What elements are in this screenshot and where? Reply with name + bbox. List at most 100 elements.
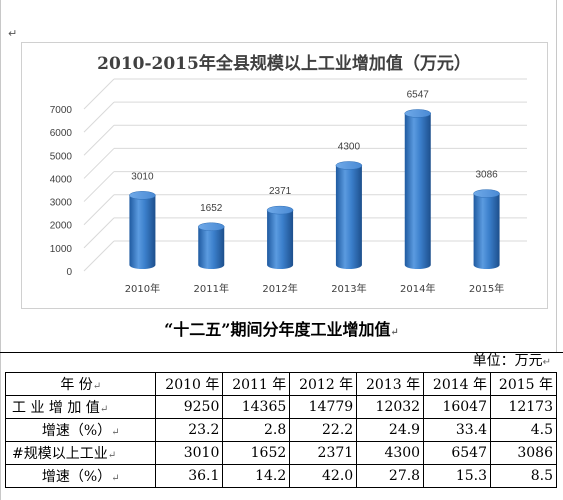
table-cell: 12032	[356, 395, 425, 419]
y-tick-label: 2000	[50, 221, 73, 232]
y-tick-label: 0	[66, 267, 72, 278]
table-cell: 23.2	[155, 418, 224, 442]
table-cell: 14.2	[222, 464, 291, 488]
chart-title: 2010-2015年全县规模以上工业增加值（万元）	[97, 53, 471, 74]
table-cell: 2371	[289, 441, 358, 465]
data-table: 年 份↵ 2010 年 2011 年 2012 年 2013 年 2014 年 …	[4, 372, 557, 488]
table-cell: 22.2	[289, 418, 358, 442]
row-label: 增速（%）↵	[4, 418, 157, 442]
row-label-text: #规模以上工业	[12, 446, 108, 462]
gridline	[83, 148, 115, 179]
paragraph-mark: ↵	[8, 27, 18, 40]
table-cell: 6547	[423, 441, 491, 465]
header-cell: 2011 年	[222, 372, 291, 396]
y-tick-label: 5000	[50, 151, 73, 162]
paragraph-mark: ↵	[111, 427, 120, 438]
gridline	[83, 124, 115, 156]
table-cell: 4300	[356, 441, 425, 465]
table-row: 增速（%）↵ 23.2 2.8 22.2 24.9 33.4 4.5	[4, 418, 557, 442]
header-cell: 年 份↵	[4, 372, 157, 396]
table-cell: 1652	[222, 441, 291, 465]
paragraph-mark: ↵	[99, 404, 109, 415]
y-tick-label: 4000	[50, 174, 73, 185]
table-row: 工 业 增 加 值↵ 9250 14365 14779 12032 16047 12173	[4, 395, 557, 419]
paragraph-mark: ↵	[542, 357, 551, 368]
table-cell: 24.9	[356, 418, 425, 442]
paragraph-mark: ↵	[111, 473, 120, 484]
data-label: 2371	[269, 186, 292, 197]
header-cell: 2010 年	[155, 372, 224, 396]
bar	[335, 165, 362, 269]
paragraph-mark: ↵	[92, 381, 102, 392]
bar-cap	[335, 161, 363, 170]
header-cell: 2014 年	[423, 372, 491, 396]
table-row: 增速（%）↵ 36.1 14.2 42.0 27.8 15.3 8.5	[4, 464, 557, 488]
bar-chart: 2010-2015年全县规模以上工业增加值（万元） 0 1000 2000 3000 40…	[50, 53, 527, 295]
table-top-rule	[0, 352, 563, 353]
data-label: 6547	[407, 89, 430, 100]
table-cell: 2.8	[222, 418, 291, 442]
table-cell: 15.3	[423, 464, 491, 488]
table-cell: 12173	[490, 395, 557, 419]
x-tick-label: 2013年	[331, 282, 366, 295]
gridline	[83, 217, 115, 249]
table-cell: 9250	[155, 395, 224, 419]
x-tick-label: 2010年	[125, 282, 160, 295]
row-label-text: 工 业 增 加 值	[12, 400, 100, 416]
row-label: #规模以上工业↵	[4, 441, 157, 465]
table-cell: 42.0	[289, 464, 358, 488]
row-label-text: 增速（%）	[41, 423, 112, 439]
table-cell: 36.1	[155, 464, 224, 488]
bar	[198, 226, 225, 269]
bar	[267, 210, 294, 269]
gridline	[83, 78, 115, 110]
y-tick-label: 3000	[50, 198, 73, 209]
x-tick-label: 2014年	[400, 282, 435, 295]
bar	[404, 113, 431, 270]
data-label: 3010	[131, 171, 154, 182]
bar-cap	[473, 189, 500, 198]
bar	[129, 195, 156, 269]
x-tick-label: 2012年	[262, 282, 297, 295]
y-tick-label: 6000	[50, 128, 73, 139]
table-cell: 8.5	[490, 464, 557, 488]
table-cell: 3010	[155, 441, 224, 465]
table-row: #规模以上工业↵ 3010 1652 2371 4300 6547 3086	[4, 441, 557, 465]
table-cell: 14365	[222, 395, 291, 419]
table-cell: 33.4	[423, 418, 491, 442]
x-tick-label: 2015年	[469, 282, 504, 295]
x-tick-label: 2011年	[194, 282, 229, 295]
bar-cap	[129, 191, 156, 200]
unit-label: 单位：万元↵	[473, 352, 551, 372]
gridline	[83, 171, 115, 202]
table-title: “十二五”期间分年度工业增加值↵	[0, 320, 563, 343]
header-cell: 2013 年	[356, 372, 425, 396]
table-header-row: 年 份↵ 2010 年 2011 年 2012 年 2013 年 2014 年 …	[4, 372, 557, 396]
header-cell-text: 年 份	[60, 377, 93, 393]
paragraph-mark: ↵	[390, 327, 399, 338]
y-tick-label: 7000	[50, 105, 73, 116]
bar-cap	[266, 205, 294, 215]
header-cell: 2015 年	[490, 372, 557, 396]
header-cell: 2012 年	[289, 372, 358, 396]
table-cell: 14779	[289, 395, 358, 419]
bar-cap	[198, 222, 225, 232]
row-label: 工 业 增 加 值↵	[4, 395, 157, 419]
table-title-text: “十二五”期间分年度工业增加值	[164, 320, 391, 339]
page-left-edge	[0, 0, 1, 500]
table-cell: 16047	[423, 395, 491, 419]
row-label: 增速（%）↵	[4, 464, 157, 488]
bar-cap	[404, 109, 431, 118]
bar	[473, 193, 500, 269]
page-right-edge	[556, 0, 557, 352]
table-cell: 3086	[490, 441, 557, 465]
data-label: 4300	[338, 141, 361, 152]
unit-label-text: 单位：万元	[472, 353, 543, 369]
table-cell: 27.8	[356, 464, 425, 488]
paragraph-mark: ↵	[107, 450, 117, 461]
row-label-text: 增速（%）	[41, 469, 112, 485]
chart-frame[interactable]: 2010-2015年全县规模以上工业增加值（万元） 0 1000 2000 3000 40…	[21, 42, 548, 309]
y-tick-label: 1000	[50, 244, 73, 255]
data-label: 1652	[200, 203, 223, 214]
gridline	[83, 240, 115, 272]
